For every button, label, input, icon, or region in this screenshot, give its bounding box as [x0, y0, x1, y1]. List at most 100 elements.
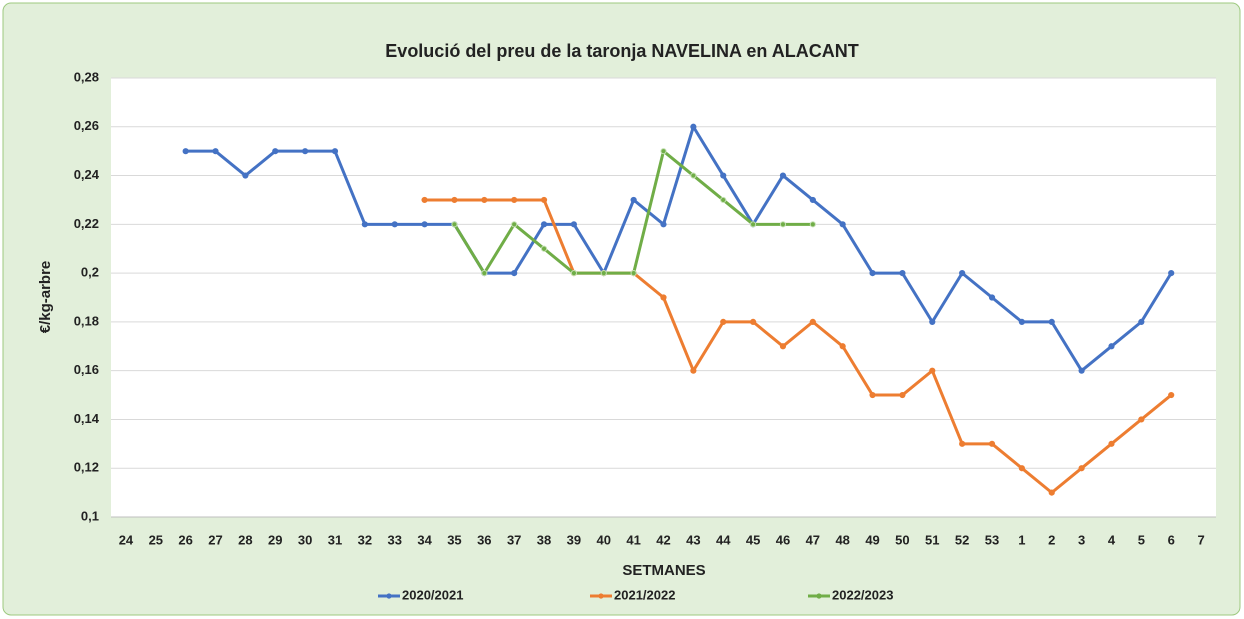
- data-point: [421, 196, 428, 204]
- x-tick-label: 2: [1048, 532, 1055, 547]
- data-point: [929, 367, 936, 374]
- x-tick-label: 29: [268, 532, 282, 547]
- x-tick-label: 48: [835, 532, 849, 547]
- data-point: [690, 123, 697, 130]
- data-point: [331, 148, 339, 155]
- x-tick-label: 37: [507, 532, 521, 547]
- series-line: [424, 198, 1173, 495]
- x-tick-label: 24: [119, 532, 134, 547]
- data-point: [570, 270, 578, 277]
- x-tick-label: 35: [447, 532, 461, 547]
- data-point: [1078, 465, 1085, 472]
- data-point: [1138, 318, 1145, 325]
- data-point: [959, 270, 966, 277]
- x-tick-label: 1: [1018, 532, 1025, 547]
- data-point: [779, 221, 787, 228]
- data-point: [302, 148, 309, 155]
- y-tick-label: 0,14: [74, 411, 100, 426]
- data-point: [779, 343, 787, 350]
- x-tick-label: 49: [865, 532, 879, 547]
- x-tick-label: 28: [238, 532, 252, 547]
- data-point: [1168, 270, 1175, 277]
- data-point: [481, 196, 488, 204]
- data-point: [451, 196, 458, 204]
- x-tick-label: 46: [776, 532, 790, 547]
- data-point: [1138, 416, 1145, 423]
- data-point: [839, 343, 846, 350]
- data-point: [660, 148, 667, 155]
- data-point: [1108, 440, 1115, 447]
- x-tick-label: 25: [149, 532, 163, 547]
- data-point: [839, 221, 846, 228]
- data-point: [899, 270, 906, 277]
- y-tick-label: 0,16: [74, 362, 99, 377]
- y-tick-label: 0,2: [81, 265, 99, 280]
- x-axis-label: SETMANES: [622, 562, 705, 579]
- data-point: [660, 221, 667, 228]
- data-point: [212, 148, 219, 155]
- data-point: [1018, 318, 1025, 325]
- x-tick-label: 40: [597, 532, 611, 547]
- y-tick-label: 0,24: [74, 167, 100, 182]
- data-point: [1168, 391, 1175, 399]
- data-point: [421, 221, 428, 228]
- x-tick-label: 26: [178, 532, 192, 547]
- x-tick-label: 6: [1168, 532, 1175, 547]
- data-point: [1048, 318, 1055, 325]
- data-point: [959, 440, 966, 447]
- data-point: [1078, 367, 1085, 374]
- series-line: [185, 125, 1173, 373]
- data-point: [660, 294, 667, 301]
- x-tick-label: 47: [806, 532, 820, 547]
- legend-label: 2022/2023: [832, 587, 893, 602]
- data-point: [809, 196, 816, 204]
- data-point: [242, 172, 249, 179]
- x-tick-label: 4: [1108, 532, 1116, 547]
- data-point: [451, 221, 458, 228]
- x-tick-label: 27: [208, 532, 222, 547]
- data-point: [272, 148, 279, 155]
- y-tick-label: 0,22: [74, 216, 99, 231]
- x-tick-label: 5: [1138, 532, 1145, 547]
- y-tick-label: 0,26: [74, 118, 99, 133]
- data-point: [1048, 489, 1055, 496]
- data-point: [749, 318, 757, 325]
- data-point: [809, 221, 816, 228]
- x-tick-label: 39: [567, 532, 581, 547]
- y-tick-label: 0,1: [81, 508, 99, 523]
- legend-marker: [816, 593, 822, 599]
- data-point: [630, 196, 637, 204]
- data-point: [361, 221, 368, 228]
- data-point: [391, 221, 398, 228]
- x-tick-label: 32: [358, 532, 372, 547]
- legend-marker: [386, 593, 392, 599]
- x-tick-label: 42: [656, 532, 670, 547]
- x-tick-label: 45: [746, 532, 760, 547]
- data-point: [600, 270, 607, 277]
- data-point: [511, 270, 518, 277]
- x-tick-label: 52: [955, 532, 969, 547]
- data-point: [720, 172, 727, 179]
- x-tick-label: 36: [477, 532, 491, 547]
- data-point: [182, 148, 189, 155]
- data-point: [1108, 343, 1115, 350]
- y-tick-label: 0,12: [74, 460, 99, 475]
- data-point: [690, 367, 697, 374]
- data-point: [869, 391, 876, 399]
- data-point: [540, 196, 548, 204]
- x-tick-label: 50: [895, 532, 909, 547]
- data-point: [899, 391, 906, 399]
- legend-marker: [598, 593, 604, 599]
- data-point: [511, 221, 518, 228]
- x-tick-label: 30: [298, 532, 312, 547]
- data-point: [720, 318, 727, 325]
- y-tick-label: 0,18: [74, 313, 99, 328]
- chart-title: Evolució del preu de la taronja NAVELINA…: [385, 41, 858, 61]
- x-tick-label: 33: [387, 532, 401, 547]
- data-point: [720, 196, 727, 204]
- legend-label: 2020/2021: [402, 587, 463, 602]
- data-point: [630, 270, 637, 277]
- x-tick-label: 51: [925, 532, 939, 547]
- data-point: [1018, 465, 1025, 472]
